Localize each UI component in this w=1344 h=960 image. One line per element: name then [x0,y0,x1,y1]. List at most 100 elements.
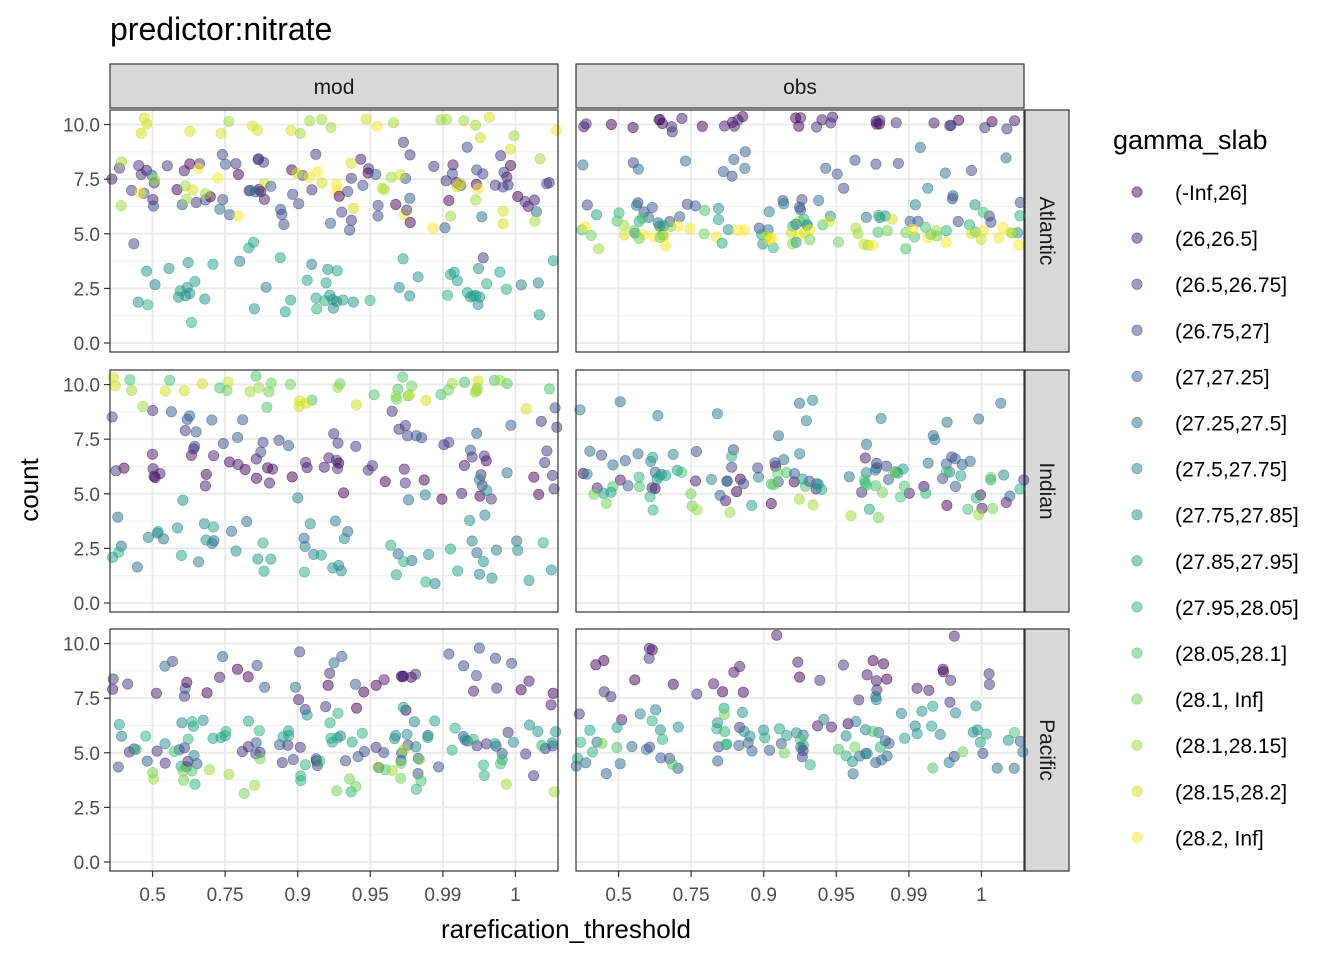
data-point [574,404,586,416]
data-point [336,650,348,662]
data-point [752,471,764,483]
data-point [226,525,238,537]
data-point [112,511,124,523]
data-point [674,211,686,223]
data-point [980,728,992,740]
x-tick-label: 0.9 [285,885,311,906]
data-point [234,255,246,267]
data-point [1001,123,1013,135]
legend-entry: (26.75,27] [1131,320,1270,343]
data-point [439,222,451,234]
data-point [467,733,479,745]
data-point [444,543,456,555]
data-point [386,405,398,417]
data-point [778,198,790,210]
data-point [184,287,196,299]
data-point [523,675,535,687]
data-point [412,271,424,283]
data-point [172,522,184,534]
data-point [458,459,470,471]
data-point [861,669,873,681]
data-point [837,659,849,671]
data-point [794,201,806,213]
y-tick-label: 0.0 [74,853,100,874]
chart-title: predictor:nitrate [110,11,332,47]
data-point [273,434,285,446]
data-point [873,209,885,221]
data-point [360,113,372,125]
data-point [159,660,171,672]
data-point [950,707,962,719]
y-axis: 0.0 2.5 5.0 7.5 10.0 [63,635,110,874]
facet-strip-bg [109,63,559,109]
panel-mod-atlantic [106,109,562,353]
legend-key [1131,831,1143,843]
data-point [230,158,242,170]
data-point [502,179,514,191]
data-point [646,715,658,727]
data-point [142,299,154,311]
data-point [378,747,390,759]
data-point [390,199,402,211]
data-point [446,744,458,756]
data-point [541,445,553,457]
data-point [413,753,425,765]
data-point [957,746,969,758]
x-tick-label: 0.5 [139,885,165,906]
data-point [401,204,413,216]
data-point [397,701,409,713]
data-point [435,114,447,126]
points [576,111,1026,255]
data-point [116,156,128,168]
data-point [923,684,935,696]
data-point [447,159,459,171]
points [107,642,562,799]
data-point [389,730,401,742]
data-point [1017,746,1029,758]
data-point [328,657,340,669]
facet-strip-label: Atlantic [1035,197,1058,266]
data-point [285,294,297,306]
data-point [200,188,212,200]
data-point [477,555,489,567]
data-point [428,160,440,172]
data-point [500,778,512,790]
data-point [633,215,645,227]
data-point [404,192,416,204]
data-point [262,462,274,474]
legend-label: (27,27.25] [1175,366,1270,389]
data-point [737,686,749,698]
data-point [969,199,981,211]
panel-border [575,369,1025,613]
data-point [532,725,544,737]
data-point [708,678,720,690]
data-point [394,169,406,181]
facet-strip-label: Pacific [1035,719,1058,781]
data-point [223,768,235,780]
data-point [875,412,887,424]
legend-label: (28.2, Inf] [1175,827,1264,850]
data-point [422,731,434,743]
data-point [483,111,495,123]
data-point [122,678,134,690]
data-point [840,750,852,762]
data-point [632,163,644,175]
data-point [1009,115,1021,127]
panel-obs-atlantic [575,109,1026,353]
data-point [890,117,902,129]
data-point [666,126,678,138]
data-point [605,691,617,703]
data-point [535,415,547,427]
data-point [237,414,249,426]
data-point [605,486,617,498]
data-point [832,743,844,755]
data-point [265,377,277,389]
data-point [299,759,311,771]
data-point [831,168,843,180]
data-point [473,642,485,654]
data-point [324,667,336,679]
legend-entry: (27,27.25] [1131,366,1270,389]
data-point [634,708,646,720]
data-point [190,426,202,438]
data-point [464,514,476,526]
